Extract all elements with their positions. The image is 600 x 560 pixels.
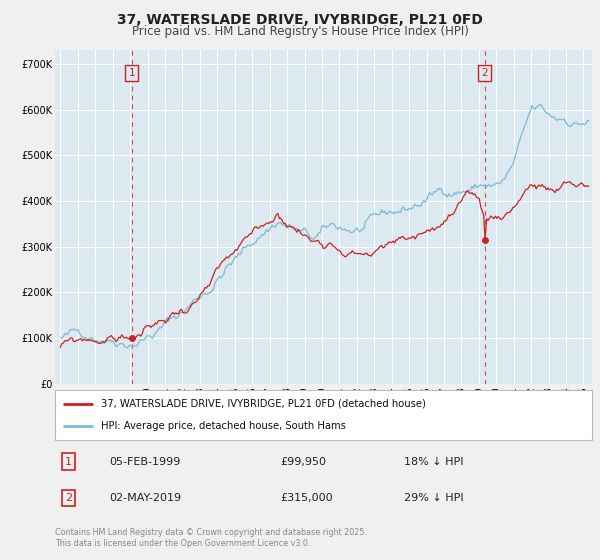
Text: Contains HM Land Registry data © Crown copyright and database right 2025.
This d: Contains HM Land Registry data © Crown c… [55,528,367,548]
Text: Price paid vs. HM Land Registry's House Price Index (HPI): Price paid vs. HM Land Registry's House … [131,25,469,38]
Text: 2: 2 [65,493,72,503]
Text: 29% ↓ HPI: 29% ↓ HPI [404,493,464,503]
Text: 1: 1 [65,456,72,466]
Text: £99,950: £99,950 [281,456,327,466]
Text: HPI: Average price, detached house, South Hams: HPI: Average price, detached house, Sout… [101,421,346,431]
Text: 02-MAY-2019: 02-MAY-2019 [109,493,181,503]
Text: 1: 1 [128,68,135,78]
Text: 2: 2 [481,68,488,78]
Text: £315,000: £315,000 [281,493,334,503]
Text: 05-FEB-1999: 05-FEB-1999 [109,456,180,466]
Text: 37, WATERSLADE DRIVE, IVYBRIDGE, PL21 0FD (detached house): 37, WATERSLADE DRIVE, IVYBRIDGE, PL21 0F… [101,399,426,409]
Text: 37, WATERSLADE DRIVE, IVYBRIDGE, PL21 0FD: 37, WATERSLADE DRIVE, IVYBRIDGE, PL21 0F… [117,13,483,27]
Text: 18% ↓ HPI: 18% ↓ HPI [404,456,464,466]
